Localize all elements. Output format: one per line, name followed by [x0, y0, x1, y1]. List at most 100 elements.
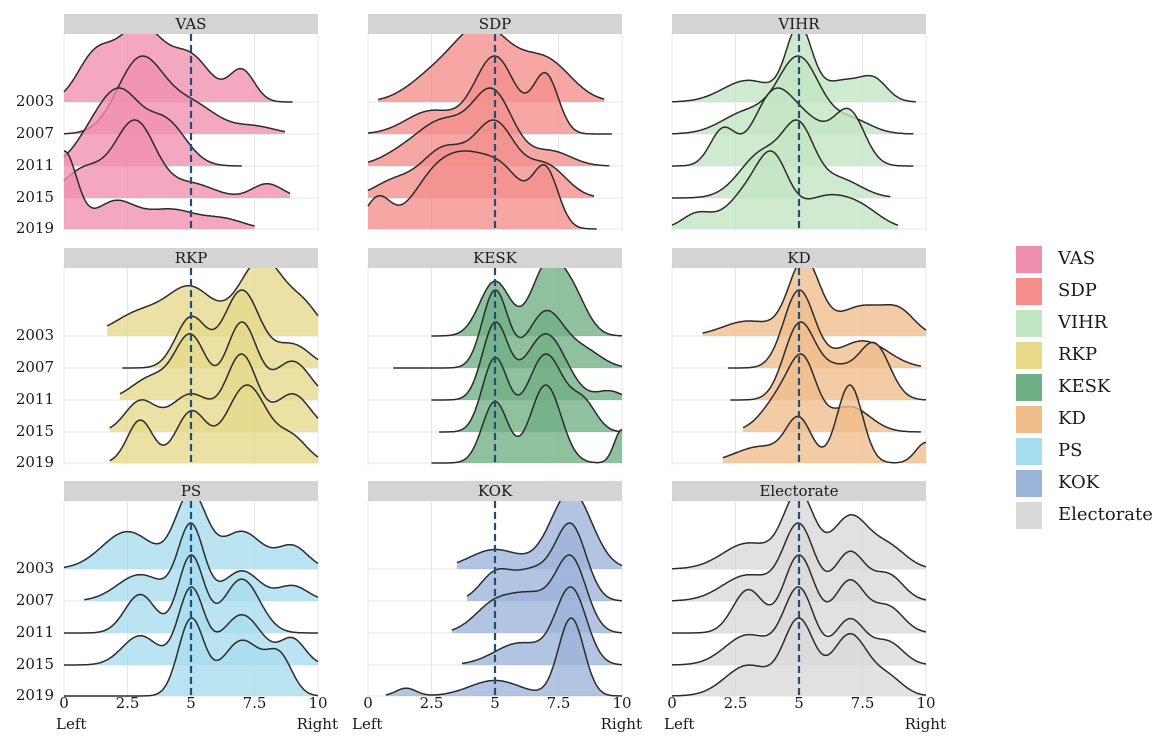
panel-strip [368, 248, 622, 268]
x-tick-label: 2.5 [724, 694, 748, 712]
ridge-line-2011 [119, 321, 319, 395]
legend-label: PS [1058, 440, 1083, 461]
legend-swatch [1016, 310, 1042, 337]
legend-label: VIHR [1058, 312, 1108, 333]
panel-strip [672, 481, 926, 501]
ridge-area-2011 [431, 322, 622, 400]
x-end-right: Right [601, 715, 642, 733]
panel-strip [64, 481, 318, 501]
ridge-line-2011 [672, 87, 914, 167]
panel-strip [368, 481, 622, 501]
ridge-line-2015 [461, 586, 623, 666]
ridge-area-2011 [730, 322, 926, 400]
x-tick-label: 7.5 [547, 694, 571, 712]
year-label: 2007 [16, 591, 54, 609]
legend-swatch [1016, 502, 1042, 529]
panel-title: KESK [473, 249, 517, 267]
panel-strip [64, 248, 318, 268]
legend-label: Electorate [1058, 504, 1153, 525]
ridge-line-2003 [456, 490, 623, 567]
ridge-line-2015 [367, 119, 595, 197]
ridge-line-2019 [671, 150, 899, 226]
ridge-line-2015 [64, 586, 319, 666]
legend-item-vihr: VIHR [1016, 308, 1164, 340]
year-label: 2019 [16, 219, 54, 237]
year-label: 2003 [16, 92, 54, 110]
panel-ps: PS 2003 2007 2011 2015 2019 0 2.5 5 7.5 10 Left Righ… [16, 481, 338, 733]
ridge-area-2019 [385, 618, 622, 696]
x-end-left: Left [664, 715, 694, 733]
year-label: 2007 [16, 124, 54, 142]
legend-item-kesk: KESK [1016, 372, 1164, 404]
year-label: 2015 [16, 188, 54, 206]
ridge-area-2003 [431, 258, 622, 336]
legend-label: KESK [1058, 376, 1111, 397]
ridge-line-2007 [393, 289, 623, 369]
panel-title: VAS [175, 15, 207, 33]
ridge-line-2019 [63, 150, 255, 227]
legend-swatch [1016, 278, 1042, 305]
ridge-area-2019 [431, 385, 622, 463]
ridge-line-2011 [63, 87, 242, 167]
ridge-line-2007 [84, 522, 319, 601]
panel-kok: KOK 0 2.5 5 7.5 10 Right Left [352, 481, 642, 733]
ridge-area-2015 [743, 354, 921, 432]
ridge-line-2007 [367, 55, 612, 135]
ridge-line-2007 [727, 289, 922, 369]
x-tick-label: 5 [490, 694, 500, 712]
ridge-line-2019 [722, 384, 927, 464]
ridge-line-2015 [109, 353, 319, 429]
ridge-line-2011 [367, 87, 610, 167]
x-tick-label: 0 [363, 694, 373, 712]
ridge-line-2007 [671, 55, 914, 135]
ridge-area-2019 [64, 151, 255, 229]
panel-title: KOK [478, 482, 513, 500]
panel-vas: VAS 2003 2007 2011 2015 2019 [16, 14, 319, 237]
x-end-right: Right [905, 715, 946, 733]
legend-swatch [1016, 246, 1042, 273]
year-label: 2011 [16, 390, 54, 408]
year-label: 2015 [16, 655, 54, 673]
panel-title: VIHR [777, 15, 820, 33]
x-tick-label: 0 [59, 694, 69, 712]
legend-swatch [1016, 342, 1042, 369]
x-tick-label: 0 [667, 694, 677, 712]
year-label: 2003 [16, 326, 54, 344]
x-tick-label: 2.5 [420, 694, 444, 712]
x-end-right: Right [297, 715, 338, 733]
ridge-line-2015 [672, 119, 891, 199]
panel-title: RKP [175, 249, 208, 267]
ridge-line-2019 [109, 384, 319, 462]
year-label: 2003 [16, 559, 54, 577]
x-tick-label: 2.5 [116, 694, 140, 712]
ridge-line-2011 [730, 321, 927, 401]
ridge-area-2015 [64, 120, 291, 198]
ridge-area-2019 [672, 151, 899, 229]
legend-item-electorate: Electorate [1016, 500, 1164, 532]
legend-swatch [1016, 438, 1042, 465]
panel-vihr: VIHR [671, 14, 927, 231]
legend-label: VAS [1058, 248, 1096, 269]
ridge-line-2003 [106, 257, 319, 327]
panel-strip [64, 14, 318, 34]
legend-label: RKP [1058, 344, 1098, 365]
year-label: 2019 [16, 453, 54, 471]
ridge-line-2019 [431, 384, 623, 464]
ridge-area-2015 [439, 354, 622, 432]
panel-kesk: KESK [367, 248, 623, 465]
year-label: 2011 [16, 156, 54, 174]
ridge-area-2007 [122, 290, 319, 368]
ridge-area-2019 [368, 151, 597, 229]
x-end-left: Left [56, 715, 86, 733]
x-tick-label: 7.5 [851, 694, 875, 712]
legend-item-kd: KD [1016, 404, 1164, 436]
ridge-area-2003 [107, 258, 318, 336]
panel-title: KD [787, 249, 810, 267]
legend-item-kok: KOK [1016, 468, 1164, 500]
ridge-line-2019 [385, 617, 622, 697]
legend-label: SDP [1058, 280, 1097, 301]
panel-sdp: SDP [367, 14, 623, 231]
x-end-left: Left [352, 715, 382, 733]
panel-title: Electorate [759, 482, 838, 500]
